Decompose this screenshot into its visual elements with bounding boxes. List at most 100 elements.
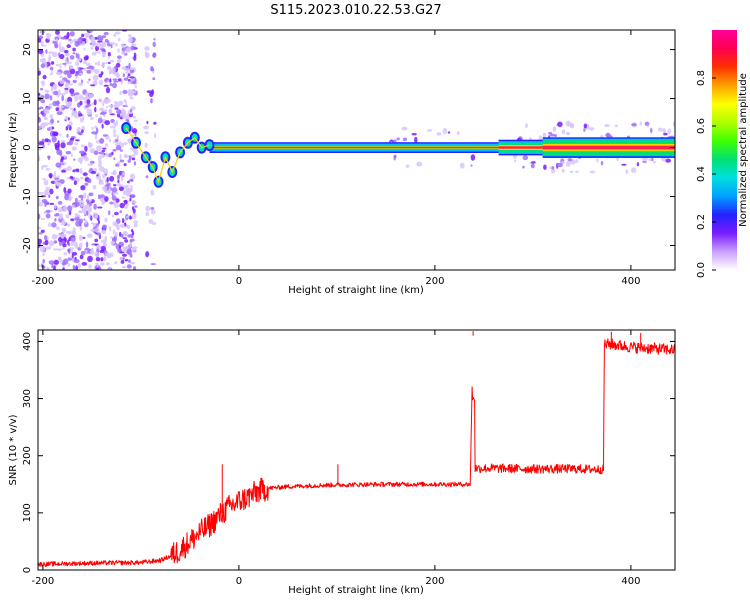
noise-speck [98,182,105,185]
noise-speck [112,237,115,242]
noise-speck [127,81,133,84]
noise-speck [66,44,71,48]
noise-speck [459,162,465,169]
noise-speck [70,153,73,157]
noise-speck [123,199,128,205]
noise-speck [117,249,121,252]
x-tick-label: -200 [32,576,55,587]
noise-speck [101,35,107,39]
noise-speck [103,256,107,262]
noise-speck [97,117,103,124]
noise-speck [575,170,579,173]
noise-speck [38,48,44,55]
spectral-band [209,146,499,149]
noise-speck [113,184,117,187]
noise-speck [63,252,68,256]
noise-speck [52,174,57,180]
x-tick-label: 0 [236,276,242,287]
noise-speck [567,158,573,162]
noise-speck [120,260,125,264]
noise-speck [48,260,55,265]
noise-speck [98,107,105,112]
noise-speck [113,133,117,137]
noise-speck [86,233,93,238]
noise-speck [126,224,131,229]
noise-speck [97,35,102,42]
noise-speck [589,170,596,174]
noise-speck [84,219,88,225]
spectrogram-marks [38,30,675,270]
noise-speck [62,62,67,65]
noise-speck [84,105,90,108]
noise-speck [111,187,118,193]
noise-speck [38,148,43,151]
noise-speck [411,133,417,136]
noise-speck [81,33,85,38]
noise-speck [121,233,124,238]
noise-speck [49,202,55,205]
noise-speck [76,127,81,132]
noise-speck [44,189,49,196]
noise-speck [470,154,476,161]
noise-speck [426,129,433,132]
noise-speck [117,37,121,42]
noise-speck [552,126,557,132]
noise-speck [665,158,671,163]
noise-speck [101,153,105,158]
noise-speck [87,178,92,184]
noise-speck [94,68,100,75]
noise-speck [658,127,663,132]
noise-speck [66,141,71,146]
noise-speck [583,123,587,129]
noise-speck [133,55,137,61]
noise-speck [130,45,135,50]
noise-speck [129,67,134,71]
noise-speck [128,155,132,161]
noise-speck [145,205,151,212]
noise-speck [68,86,71,91]
noise-speck [81,129,84,134]
snr-frame [37,329,676,571]
noise-speck [122,253,127,257]
noise-speck [90,84,96,87]
noise-speck [64,52,71,57]
noise-speck [85,62,91,67]
noise-speck [108,105,114,108]
noise-speck [115,62,121,68]
noise-speck [112,82,117,89]
noise-speck [129,261,136,265]
noise-speck [55,162,62,168]
noise-speck [55,182,62,187]
noise-speck [71,251,78,256]
noise-speck [123,99,127,103]
noise-speck [133,119,138,123]
noise-speck [78,113,83,117]
noise-speck [74,115,80,119]
noise-speck [43,122,49,127]
noise-speck [531,161,536,164]
noise-speck [79,150,85,154]
noise-speck [75,52,79,59]
noise-speck [127,234,133,238]
noise-speck [84,182,89,186]
noise-speck [606,132,610,139]
noise-speck [40,41,44,44]
noise-speck [88,78,91,81]
noise-speck [43,211,47,215]
noise-speck [48,51,54,54]
noise-speck [96,262,99,268]
noise-speck [111,214,115,218]
x-tick-label: -200 [32,276,55,287]
noise-speck [644,121,650,127]
noise-speck [107,56,110,60]
noise-speck [117,161,121,165]
noise-speck [648,158,652,162]
noise-speck [104,179,107,184]
noise-speck [43,116,48,121]
noise-speck [99,138,105,144]
noise-speck [38,70,41,76]
noise-speck [74,95,79,102]
noise-speck [98,73,103,78]
noise-speck [99,48,106,51]
noise-speck [402,137,407,142]
